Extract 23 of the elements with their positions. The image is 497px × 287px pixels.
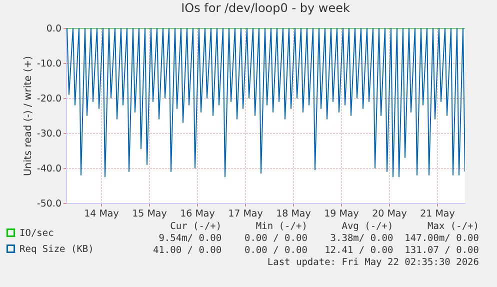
y-tick-label: -30.0 bbox=[36, 128, 62, 140]
text: 9.54m/ 0.00 0.00 / 0.00 3.38m/ 0.00 147.00m/ 0.00 bbox=[158, 233, 479, 244]
chart-title: IOs for /dev/loop0 - by week bbox=[181, 1, 350, 15]
legend-label: IO/sec bbox=[20, 228, 54, 239]
text: Cur (-/+) Min (-/+) Avg (-/+) Max (-/+) bbox=[170, 221, 479, 232]
x-tick-label: 17 May bbox=[228, 208, 264, 220]
y-tick-label: 0.0 bbox=[46, 24, 62, 34]
legend-label: Req Size (KB) bbox=[20, 244, 94, 255]
y-tick-label: -10.0 bbox=[36, 58, 62, 70]
x-tick-label: 21 May bbox=[420, 208, 456, 220]
x-tick-label: 19 May bbox=[324, 208, 360, 220]
x-tick-label: 15 May bbox=[132, 208, 168, 220]
x-tick-label: 18 May bbox=[276, 208, 312, 220]
y-tick-label: -20.0 bbox=[36, 94, 62, 104]
x-tick-label: 14 May bbox=[84, 208, 120, 220]
line-series bbox=[66, 28, 465, 178]
y-tick-label: -40.0 bbox=[36, 164, 62, 174]
text: 41.00 / 0.00 0.00 / 0.00 12.41 / 0.00 131.07 / 0.00 bbox=[152, 245, 479, 256]
y-tick-label: -50.0 bbox=[36, 198, 62, 210]
text: Last update: Fri May 22 02:35:30 2026 bbox=[267, 257, 479, 268]
x-tick-label: 20 May bbox=[372, 208, 408, 220]
x-tick-label: 16 May bbox=[180, 208, 216, 220]
y-axis-title: Units read (-) / write (+) bbox=[22, 56, 34, 176]
